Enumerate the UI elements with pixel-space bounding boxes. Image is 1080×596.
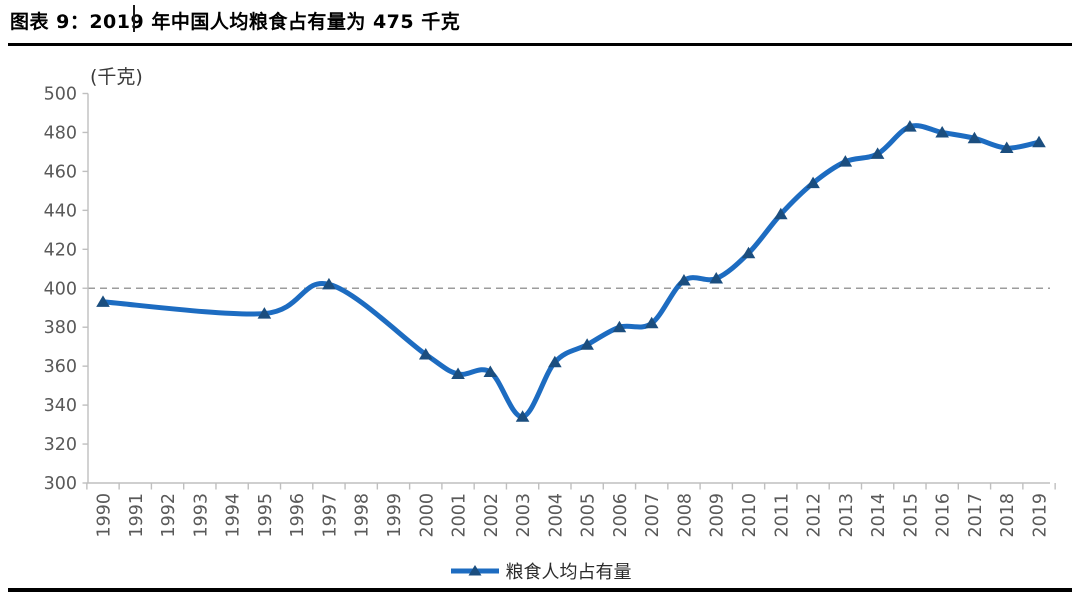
series-data-marker	[677, 273, 691, 286]
series-data-marker	[903, 120, 917, 132]
x-tick-label: 2011	[772, 493, 792, 538]
x-tick-label: 1993	[191, 493, 211, 538]
series-data-marker	[999, 141, 1014, 154]
y-tick-label: 480	[44, 123, 77, 143]
x-tick-label: 1991	[127, 493, 147, 538]
y-tick-label: 300	[44, 474, 77, 494]
series-data-marker	[483, 365, 498, 377]
x-tick-label: 1997	[320, 493, 340, 538]
text-cursor-caret	[133, 5, 135, 32]
x-tick-label: 1990	[95, 493, 115, 538]
series-data-marker	[418, 347, 433, 360]
bottom-divider	[8, 588, 1072, 592]
y-tick-label: 460	[44, 162, 77, 182]
series-data-marker	[838, 155, 853, 167]
series-data-marker	[1032, 135, 1046, 148]
series-data-marker	[967, 131, 982, 144]
y-tick-label: 340	[44, 396, 77, 416]
x-tick-label: 1994	[224, 493, 244, 538]
y-tick-label: 360	[44, 357, 77, 377]
series-data-marker	[548, 355, 562, 368]
series-data-marker	[96, 295, 110, 307]
x-tick-label: 2003	[514, 493, 534, 538]
x-tick-label: 2012	[805, 493, 825, 538]
series-data-marker	[612, 320, 627, 333]
legend-label: 粮食人均占有量	[505, 562, 632, 583]
x-tick-label: 1999	[385, 493, 405, 538]
x-tick-label: 2014	[869, 493, 889, 538]
top-divider	[8, 43, 1072, 46]
page-title: 图表 9：2019 年中国人均粮食占有量为 475 千克	[10, 11, 461, 33]
x-tick-label: 2009	[708, 493, 728, 538]
y-tick-label: 440	[44, 201, 77, 221]
x-tick-label: 2005	[579, 493, 599, 538]
series-data-marker	[515, 410, 530, 422]
chart-legend: 粮食人均占有量	[0, 558, 1080, 584]
series-data-marker	[322, 277, 336, 290]
x-tick-label: 2008	[675, 493, 695, 538]
legend-line-marker-icon	[450, 565, 499, 576]
x-tick-label: 2006	[611, 493, 631, 538]
series-line	[100, 123, 1042, 420]
series-data-marker	[935, 125, 949, 138]
series-data-marker	[741, 246, 756, 259]
x-tick-label: 2019	[1031, 493, 1051, 538]
x-tick-label: 1995	[256, 493, 276, 538]
x-tick-label: 2013	[837, 493, 857, 538]
x-tick-label: 2010	[740, 493, 760, 538]
x-tick-label: 2002	[482, 493, 502, 538]
x-tick-label: 1992	[159, 493, 179, 538]
y-tick-label: 500	[44, 85, 77, 105]
y-axis-unit-label: (千克)	[90, 66, 143, 88]
series-data-marker	[709, 272, 724, 284]
x-tick-label: 1996	[288, 493, 308, 538]
x-tick-label: 1998	[353, 493, 373, 538]
x-tick-label: 2015	[901, 493, 921, 538]
x-tick-label: 2017	[966, 493, 986, 538]
y-tick-label: 400	[44, 279, 77, 299]
y-tick-label: 320	[44, 435, 77, 455]
y-tick-label: 380	[44, 318, 77, 338]
series-data-marker	[644, 316, 659, 329]
x-tick-label: 2000	[417, 493, 437, 538]
series-data-marker	[257, 307, 272, 319]
x-tick-label: 2016	[934, 493, 954, 538]
series-data-marker	[451, 367, 465, 379]
series-data-marker	[580, 338, 594, 350]
x-tick-label: 2001	[450, 493, 470, 538]
series-data-marker	[806, 176, 820, 189]
y-tick-label: 420	[44, 240, 77, 260]
x-tick-label: 2007	[643, 493, 663, 538]
x-tick-label: 2018	[998, 493, 1018, 538]
series-data-marker	[870, 147, 885, 159]
x-tick-label: 2004	[546, 493, 566, 538]
series-data-marker	[773, 207, 788, 220]
